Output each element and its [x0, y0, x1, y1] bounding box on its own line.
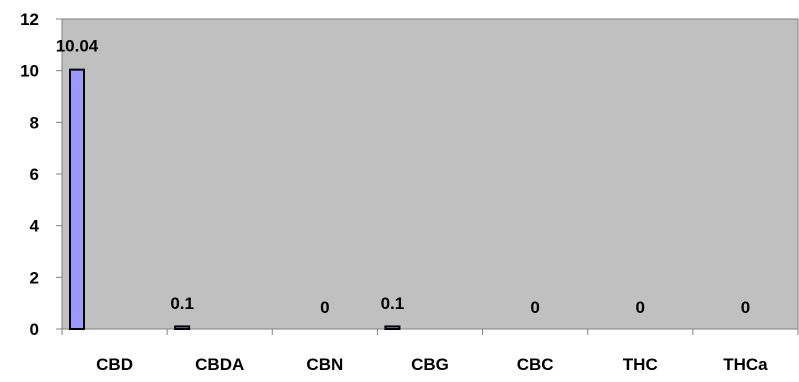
bar [69, 68, 85, 330]
y-tick-label: 8 [30, 113, 39, 132]
data-label: 0 [530, 298, 539, 317]
x-tick-label: CBDA [195, 355, 244, 374]
y-tick-label: 12 [20, 10, 39, 29]
data-label: 0 [320, 298, 329, 317]
bar [174, 325, 191, 330]
x-tick-label: CBC [517, 355, 554, 374]
x-tick-label: THC [623, 355, 658, 374]
x-tick-label: CBG [411, 355, 449, 374]
data-label: 0.1 [170, 294, 194, 313]
data-label: 0 [741, 298, 750, 317]
bars [69, 68, 401, 330]
y-tick-label: 6 [30, 165, 39, 184]
plot-area [61, 18, 799, 330]
y-axis: 0 2 4 6 8 10 12 [20, 10, 63, 339]
y-tick-label: 2 [30, 268, 39, 287]
data-label: 0 [636, 298, 645, 317]
y-tick-label: 4 [30, 217, 40, 236]
bar [384, 325, 401, 330]
data-labels: 10.04 0.1 0 0.1 0 0 0 [56, 37, 750, 317]
x-tick-label: CBN [306, 355, 343, 374]
x-tick-label: CBD [96, 355, 133, 374]
data-label: 10.04 [56, 37, 99, 56]
y-tick-label: 10 [20, 62, 39, 81]
x-axis: CBD CBDA CBN CBG CBC THC THCa [61, 328, 799, 374]
data-label: 0.1 [381, 294, 405, 313]
y-tick-label: 0 [30, 320, 39, 339]
x-tick-label: THCa [723, 355, 768, 374]
